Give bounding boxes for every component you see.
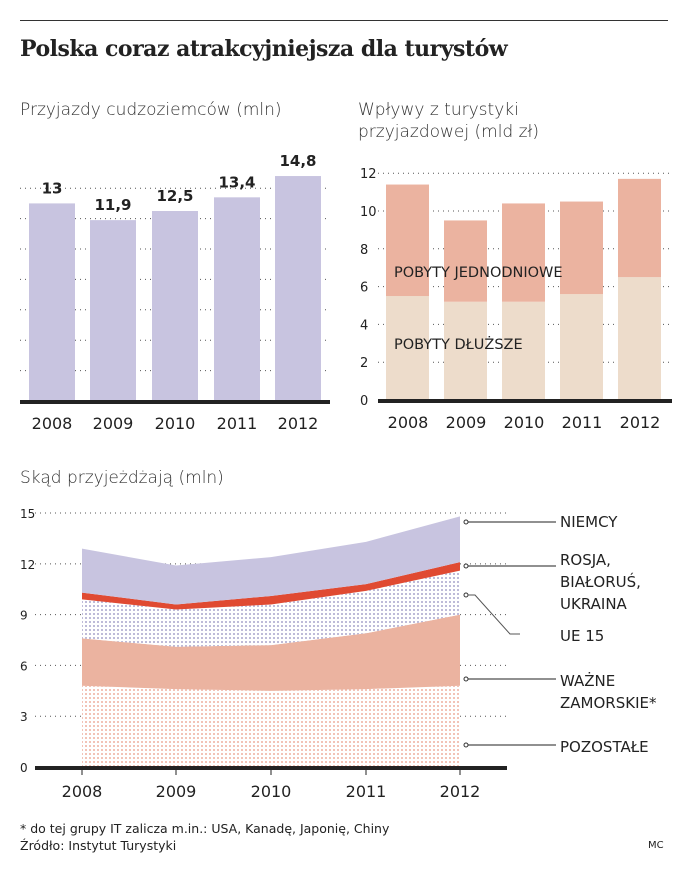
x-tick-label: 2011 xyxy=(562,413,603,432)
y-tick-label: 4 xyxy=(360,318,368,333)
page-title: Polska coraz atrakcyjniejsza dla turystó… xyxy=(20,36,508,62)
series-label: POBYTY DŁUŻSZE xyxy=(394,335,523,353)
callout-marker xyxy=(463,592,469,598)
footnotes: * do tej grupy IT zalicza m.in.: USA, Ka… xyxy=(20,820,389,854)
bar-segment xyxy=(386,296,429,400)
y-tick-label: 0 xyxy=(20,761,28,775)
bar-2008 xyxy=(29,203,75,401)
chart1-title: Przyjazdy cudzoziemców (mln) xyxy=(20,100,282,120)
y-tick-label: 10 xyxy=(360,205,377,220)
bar-segment xyxy=(502,301,545,400)
bar-segment xyxy=(618,178,661,278)
callout-marker xyxy=(463,563,469,569)
bar-2009 xyxy=(90,220,136,401)
bar-segment xyxy=(386,184,429,297)
bar-segment xyxy=(560,201,603,295)
bar-segment xyxy=(502,203,545,302)
x-axis xyxy=(20,400,330,404)
source: Źródło: Instytut Turystyki xyxy=(20,838,177,853)
x-tick-label: 2009 xyxy=(93,414,134,433)
y-tick-label: 8 xyxy=(360,243,368,258)
data-label: 13 xyxy=(42,179,63,197)
y-tick-label: 3 xyxy=(20,710,28,724)
area-wa-ne-zamorskie- xyxy=(82,614,460,691)
data-label: 12,5 xyxy=(156,187,193,205)
footnote: * do tej grupy IT zalicza m.in.: USA, Ka… xyxy=(20,821,390,836)
y-tick-label: 2 xyxy=(360,356,368,371)
data-label: 11,9 xyxy=(94,196,131,214)
x-tick-label: 2012 xyxy=(440,782,481,801)
callout-marker xyxy=(463,742,469,748)
bar-2012 xyxy=(275,176,321,401)
x-tick-label: 2009 xyxy=(446,413,487,432)
y-tick-label: 6 xyxy=(20,659,28,673)
credit: MC xyxy=(648,840,664,851)
area-niemcy xyxy=(82,516,460,605)
bar-2010 xyxy=(152,211,198,401)
x-tick-label: 2009 xyxy=(156,782,197,801)
series-label: NIEMCY xyxy=(560,513,618,531)
x-tick-label: 2012 xyxy=(278,414,319,433)
y-tick-label: 12 xyxy=(20,558,35,572)
bar-segment xyxy=(560,294,603,400)
x-tick-label: 2010 xyxy=(155,414,196,433)
bar-segment xyxy=(444,301,487,400)
y-tick-label: 9 xyxy=(20,609,28,623)
callout-marker xyxy=(463,676,469,682)
y-tick-label: 12 xyxy=(360,167,377,182)
x-tick-label: 2008 xyxy=(32,414,73,433)
bar-segment xyxy=(444,220,487,302)
series-label: ZAMORSKIE* xyxy=(560,694,657,712)
series-label: UKRAINA xyxy=(560,595,628,613)
x-axis xyxy=(35,766,507,770)
x-axis xyxy=(378,399,672,403)
callout-leader xyxy=(468,594,520,635)
area-ue-15 xyxy=(82,570,460,647)
y-tick-label: 15 xyxy=(20,507,35,521)
x-tick-label: 2010 xyxy=(504,413,545,432)
y-tick-label: 0 xyxy=(360,394,368,409)
x-tick-label: 2012 xyxy=(620,413,661,432)
data-label: 13,4 xyxy=(218,173,255,191)
top-rule xyxy=(20,20,668,21)
x-tick-label: 2010 xyxy=(251,782,292,801)
chart2-title-line1: Wpływy z turystyki xyxy=(358,100,519,120)
chart3-title: Skąd przyjeżdżają (mln) xyxy=(20,468,224,488)
series-label: POZOSTAŁE xyxy=(560,738,649,756)
x-tick-label: 2008 xyxy=(62,782,103,801)
x-tick-label: 2008 xyxy=(388,413,429,432)
x-tick-label: 2011 xyxy=(217,414,258,433)
x-tick-label: 2011 xyxy=(346,782,387,801)
y-tick-label: 6 xyxy=(360,281,368,296)
series-label: POBYTY JEDNODNIOWE xyxy=(394,265,563,281)
series-label: ROSJA, xyxy=(560,551,611,569)
area-rosja-bia-oru-ukraina xyxy=(82,562,460,610)
callout-marker xyxy=(463,519,469,525)
data-label: 14,8 xyxy=(279,152,316,170)
series-label: UE 15 xyxy=(560,627,604,645)
series-label: WAŻNE xyxy=(560,671,615,690)
area-pozosta-e xyxy=(82,685,460,767)
bar-2011 xyxy=(214,197,260,401)
chart2-title-line2: przyjazdowej (mld zł) xyxy=(358,122,540,142)
series-label: BIAŁORUŚ, xyxy=(560,572,641,591)
bar-segment xyxy=(618,277,661,400)
